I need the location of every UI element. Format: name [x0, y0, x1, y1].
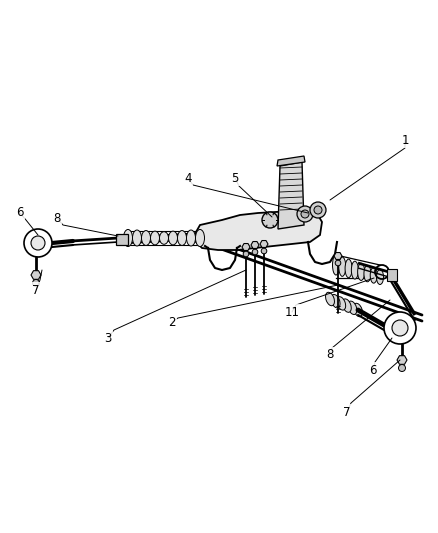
Text: 5: 5 — [231, 172, 239, 184]
Polygon shape — [277, 156, 305, 166]
Circle shape — [399, 365, 406, 372]
Circle shape — [392, 320, 408, 336]
Ellipse shape — [151, 231, 159, 245]
Text: 8: 8 — [326, 349, 334, 361]
Ellipse shape — [141, 231, 151, 245]
Ellipse shape — [124, 229, 133, 247]
Polygon shape — [196, 210, 322, 250]
Circle shape — [261, 248, 267, 254]
Text: 8: 8 — [53, 212, 61, 224]
Circle shape — [31, 236, 45, 250]
Text: 7: 7 — [343, 406, 351, 418]
Circle shape — [310, 202, 326, 218]
Ellipse shape — [325, 292, 335, 306]
Text: 6: 6 — [16, 206, 24, 220]
Polygon shape — [387, 269, 397, 281]
Text: 1: 1 — [401, 133, 409, 147]
Ellipse shape — [348, 301, 357, 314]
Ellipse shape — [364, 265, 371, 282]
Text: 4: 4 — [184, 172, 192, 184]
Ellipse shape — [332, 255, 339, 275]
Polygon shape — [116, 234, 128, 245]
Ellipse shape — [353, 303, 363, 317]
Ellipse shape — [358, 263, 365, 280]
Ellipse shape — [370, 268, 377, 283]
Circle shape — [252, 249, 258, 255]
Ellipse shape — [339, 257, 346, 276]
Text: 6: 6 — [369, 364, 377, 376]
Circle shape — [262, 212, 278, 228]
Circle shape — [32, 279, 39, 287]
Circle shape — [314, 206, 322, 214]
Polygon shape — [242, 244, 250, 251]
Circle shape — [335, 260, 341, 266]
Ellipse shape — [377, 270, 384, 285]
Circle shape — [24, 229, 52, 257]
Ellipse shape — [345, 259, 352, 278]
Text: 11: 11 — [285, 305, 300, 319]
Circle shape — [243, 251, 249, 257]
Ellipse shape — [169, 231, 177, 245]
Polygon shape — [251, 241, 259, 248]
Polygon shape — [334, 253, 342, 260]
Polygon shape — [278, 162, 304, 229]
Ellipse shape — [133, 230, 141, 246]
Ellipse shape — [351, 261, 358, 279]
Circle shape — [297, 206, 313, 222]
Polygon shape — [260, 240, 268, 247]
Text: 7: 7 — [32, 284, 40, 296]
Ellipse shape — [177, 231, 187, 245]
Circle shape — [384, 312, 416, 344]
Ellipse shape — [331, 294, 340, 308]
Polygon shape — [397, 356, 407, 365]
Text: 3: 3 — [104, 332, 112, 344]
Ellipse shape — [187, 230, 195, 246]
Ellipse shape — [343, 299, 351, 312]
Text: 2: 2 — [168, 316, 176, 328]
Ellipse shape — [159, 232, 169, 244]
Circle shape — [301, 210, 309, 218]
Ellipse shape — [195, 229, 205, 247]
Ellipse shape — [337, 297, 346, 310]
Polygon shape — [31, 271, 41, 279]
